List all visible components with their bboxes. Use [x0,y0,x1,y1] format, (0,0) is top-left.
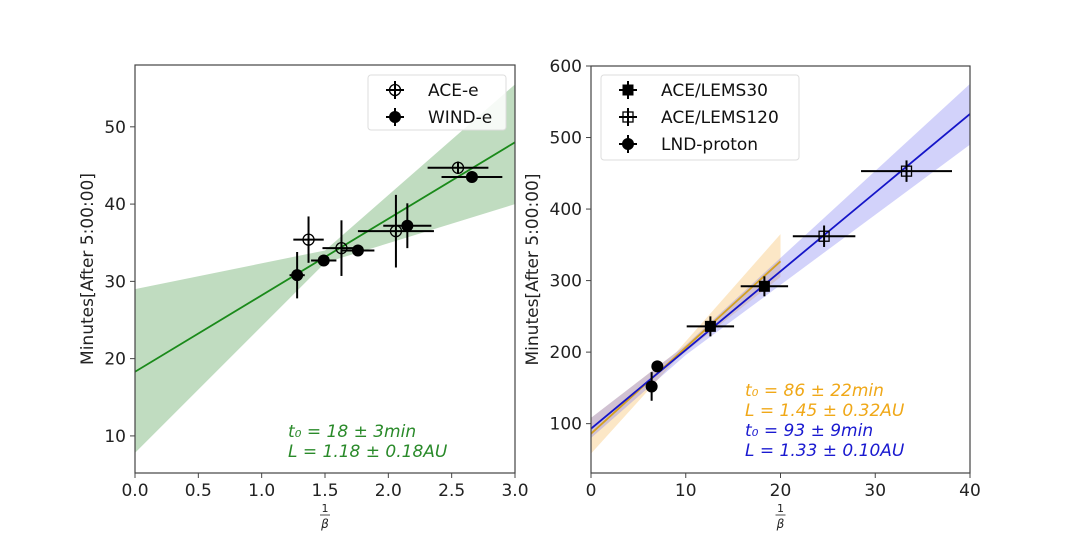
fit-line-orange-fit [591,260,782,435]
legend-marker-open-square [622,111,634,123]
fit-annotation: L = 1.45 ± 0.32AU [745,401,905,421]
legend-marker-filled-square [622,84,634,96]
y-tick-label: 30 [104,272,126,292]
legend-marker-filled-circle [389,111,401,123]
plot-area [591,83,970,454]
fit-annotation: t₀ = 86 ± 22min [745,381,884,401]
x-tick-label: 2.0 [375,481,402,501]
y-axis-label: Minutes[After 5:00:00] [78,173,98,365]
data-point-filled-square [758,280,770,292]
panel-right: 0 10 20 30 40 100 200 300 400 500 600 1 β Minutes[Aft… [523,57,981,531]
legend-marker-filled-circle [622,138,634,150]
fit-annotation: L = 1.33 ± 0.10AU [745,441,905,461]
y-tick-label: 100 [550,415,582,435]
y-tick-label: 400 [550,200,582,220]
x-axis-label-denominator: β [776,517,785,531]
data-point-open-circle [302,233,315,246]
legend-entry: ACE/LEMS30 [619,81,768,101]
data-point-filled-circle [651,360,664,373]
y-tick-label: 300 [550,272,582,292]
y-tick-label: 600 [550,57,582,77]
x-tick-label: 3.0 [501,481,528,501]
series-ACE/LEMS30 [686,276,789,337]
series-LND-proton [645,360,664,401]
y-tick-label: 40 [104,195,126,215]
data-point-filled-circle [291,269,304,282]
data-point-open-circle [335,241,348,255]
x-tick-label: 10 [675,481,697,501]
legend-entry: ACE/LEMS120 [619,108,779,128]
legend-entry: LND-proton [619,135,758,155]
x-axis-label-denominator: β [320,517,329,531]
legend-label: ACE/LEMS120 [661,108,779,128]
y-tick-label: 500 [550,129,582,149]
x-tick-label: 40 [959,481,981,501]
confidence-band-fit [135,84,515,453]
legend-label: ACE/LEMS30 [661,81,768,101]
series-WIND-e [289,171,503,299]
y-tick-label: 20 [104,350,126,370]
x-tick-label: 0 [586,481,597,501]
data-point-open-square [818,230,830,242]
legend-label: ACE-e [428,81,479,101]
plot-area [135,84,515,453]
data-point-filled-circle [351,244,364,257]
data-point-filled-circle [645,380,658,393]
data-point-filled-circle [465,171,478,184]
legend-box [600,74,800,161]
x-tick-label: 1.0 [248,481,275,501]
legend: ACE/LEMS30 ACE/LEMS120 LND-proton [600,74,800,161]
legend-label: LND-proton [661,135,758,155]
data-point-open-square [900,165,913,177]
y-tick-label: 200 [550,343,582,363]
legend-label: WIND-e [428,108,492,128]
legend-marker-open-circle [388,83,402,97]
x-tick-label: 0.0 [121,481,148,501]
y-tick-label: 50 [104,118,126,138]
y-tick-label: 10 [104,427,126,447]
x-tick-label: 2.5 [438,481,465,501]
y-axis-label: Minutes[After 5:00:00] [523,174,543,366]
fit-annotation: t₀ = 18 ± 3min [288,422,416,442]
x-tick-label: 20 [770,481,792,501]
x-axis-label-numerator: 1 [777,502,784,515]
panel-left: 0.0 0.5 1.0 1.5 2.0 2.5 3.0 10 20 30 40 50 1 β Minutes… [78,64,529,531]
data-point-filled-circle [401,219,414,232]
legend-entry: WIND-e [386,108,492,128]
x-axis-label-numerator: 1 [322,502,329,515]
data-point-filled-circle [317,254,330,267]
fit-annotation: t₀ = 93 ± 9min [745,421,873,441]
legend-entry: ACE-e [386,81,479,101]
fit-annotation: L = 1.18 ± 0.18AU [288,442,448,462]
legend: ACE-e WIND-e [367,74,507,131]
x-tick-label: 30 [864,481,886,501]
x-tick-label: 0.5 [185,481,212,501]
series-ACE/LEMS120 [792,160,952,247]
data-point-filled-square [704,320,716,332]
data-point-open-circle [451,161,465,174]
confidence-band-orange-fit [591,234,781,454]
x-tick-label: 1.5 [311,481,338,501]
